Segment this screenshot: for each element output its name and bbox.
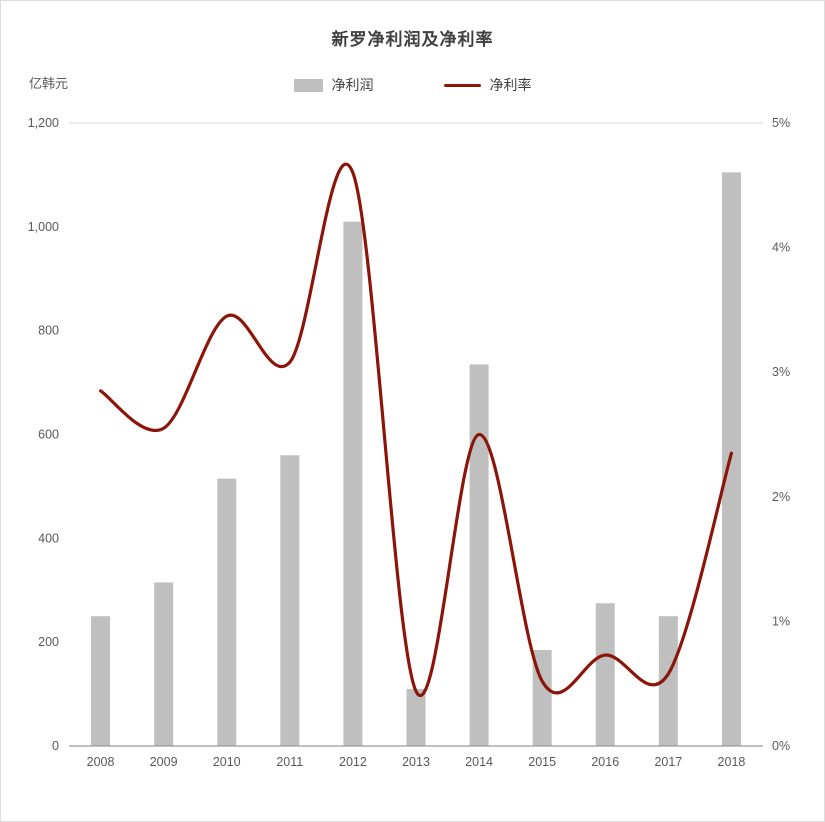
x-axis-tick-label: 2015 [528,755,556,769]
net-profit-swatch [293,78,323,92]
x-axis-tick-label: 2014 [465,755,493,769]
x-axis-tick-label: 2016 [591,755,619,769]
bar-2014 [469,364,489,746]
right-axis-tick-label: 5% [772,116,790,130]
bar-2013 [406,688,426,746]
net-margin-swatch [443,83,481,87]
bar-2010 [217,478,237,746]
bar-2017 [658,616,678,746]
x-axis-tick-label: 2010 [213,755,241,769]
right-axis-tick-label: 2% [772,490,790,504]
legend-item-net-profit: 净利润 [293,75,374,95]
x-axis-tick-label: 2013 [402,755,430,769]
left-axis-tick-label: 1,200 [28,116,59,130]
left-axis-tick-label: 1,000 [28,220,59,234]
x-axis-tick-label: 2011 [276,755,303,769]
x-axis-tick-label: 2017 [654,755,682,769]
x-axis-tick-label: 2008 [87,755,115,769]
bar-2008 [91,616,111,746]
x-axis-tick-label: 2018 [718,755,746,769]
right-axis-tick-label: 4% [772,241,790,255]
x-axis-tick-label: 2012 [339,755,367,769]
legend-label-net-profit: 净利润 [331,77,374,93]
right-axis-tick-label: 0% [772,739,790,753]
bar-2016 [595,603,615,746]
net-margin-line [98,162,734,697]
legend-label-net-margin: 净利率 [489,77,532,93]
y-axis-unit-label: 亿韩元 [29,76,69,91]
legend-item-net-margin: 净利率 [443,75,532,95]
left-axis-tick-label: 400 [38,531,59,545]
left-axis-tick-label: 0 [52,739,59,753]
right-axis-tick-label: 1% [772,614,790,628]
chart-title: 新罗净利润及净利率 [331,30,494,49]
legend: 净利润 净利率 [1,75,824,95]
left-axis-tick-label: 200 [38,635,59,649]
left-axis-tick-label: 600 [38,428,59,442]
bar-2009 [154,582,174,746]
bar-2011 [280,455,300,746]
left-axis-tick-label: 800 [38,324,59,338]
right-axis-tick-label: 3% [772,365,790,379]
x-axis-tick-label: 2009 [150,755,178,769]
bar-2012 [343,221,363,746]
